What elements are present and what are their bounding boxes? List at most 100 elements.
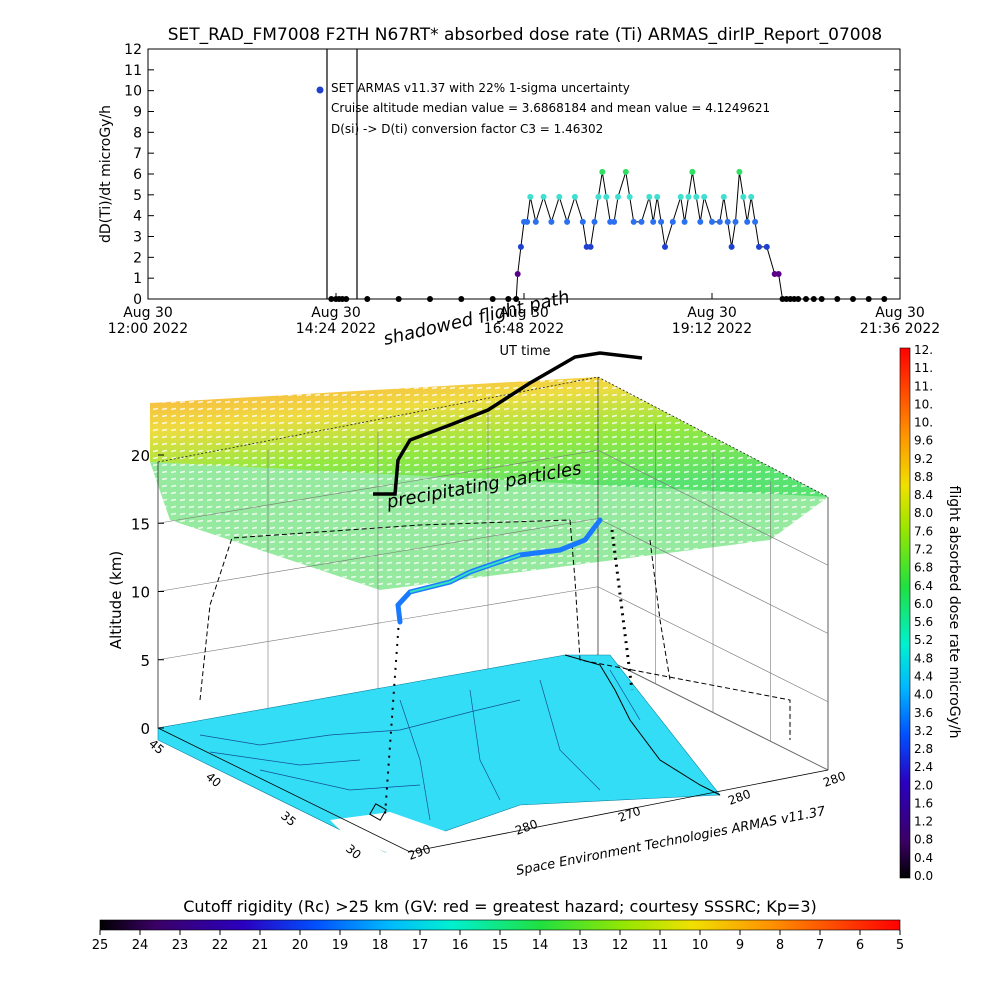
y-tick-label: 11 [124,63,142,79]
data-point [603,193,610,200]
y-tick-label: 9 [133,105,142,121]
dose-colorbar-tick: 1.2 [914,815,933,829]
data-point [328,296,335,302]
data-point [395,296,402,302]
data-point [756,243,762,250]
data-point [748,193,755,200]
y-tick-label: 8 [133,125,142,141]
data-point [564,218,571,225]
data-point [752,218,759,225]
data-point [626,193,633,200]
rigidity-tick-label: 11 [652,938,669,953]
rigidity-tick-label: 22 [212,938,229,953]
dose-colorbar-tick: 8.8 [914,470,933,484]
dose-colorbar-tick: 0.0 [914,869,933,883]
wall-shadow-left [199,519,571,701]
x-tick-label: Aug 30 [687,305,737,321]
data-point [740,193,747,200]
map-coastline [564,654,721,796]
dose-colorbar-tick: 5.2 [914,633,933,647]
data-point [677,193,684,200]
rigidity-tick-label: 24 [132,938,149,953]
y-tick-label: 6 [133,167,142,183]
altitude-tick-label: 15 [131,515,150,533]
data-point [662,243,668,250]
data-point [513,296,520,302]
rigidity-tick-label: 5 [896,938,904,953]
data-point [803,296,809,302]
dose-colorbar-tick: 0.4 [914,851,933,865]
data-point [818,296,825,302]
altitude-ticks: 0 5 10 15 20 [131,447,164,738]
data-point [427,296,433,302]
dose-colorbar-tick: 1.6 [914,796,933,810]
dose-colorbar-tick: 6.0 [914,597,933,611]
rigidity-tick-label: 23 [172,938,189,953]
dose-colorbar-tick: 7.2 [914,543,933,557]
data-point [724,218,731,225]
rigidity-colorbar-title: Cutoff rigidity (Rc) >25 km (GV: red = g… [183,897,817,916]
rigidity-tick-label: 6 [856,938,864,953]
data-point [775,271,782,277]
data-point [517,243,524,250]
data-point [343,296,350,302]
x-tick-label: 16:48 2022 [484,321,564,337]
y-tick-label: 4 [133,209,142,225]
dose-rate-points [328,168,888,302]
dose-colorbar-tick: 6.8 [914,561,933,575]
flight-track-colored-highlight [409,554,521,593]
data-point [658,218,665,225]
dose-colorbar-tick: 3.6 [914,706,933,720]
x-tick-label: 14:24 2022 [296,321,376,337]
data-point [681,218,688,225]
data-point [524,218,531,225]
data-point [646,193,653,200]
rigidity-tick-label: 15 [492,938,509,953]
x-tick-label: Aug 30 [499,305,549,321]
data-point [489,296,496,302]
x-tick-label: 19:12 2022 [672,321,752,337]
lat-tick: 30 [343,842,364,863]
rigidity-tick-label: 17 [412,938,429,953]
rigidity-tick-label: 10 [692,938,709,953]
dose-colorbar-tick: 4.4 [914,669,933,683]
map-gulf-white [330,812,470,852]
dose-colorbar-tick: 6.4 [914,579,933,593]
data-point [458,296,465,302]
dose-colorbar-tick: 5.6 [914,615,933,629]
data-point [599,168,606,175]
ground-map [157,654,721,853]
rigidity-tick-label: 7 [816,938,824,953]
data-point [611,218,618,225]
rigidity-tick-label: 9 [736,938,744,953]
rigidity-colorbar [99,919,901,931]
altitude-label: Altitude (km) [107,551,125,649]
x-tick-label: 12:00 2022 [108,321,188,337]
y-tick-label: 10 [124,84,142,100]
lon-tick: 280 [726,787,752,808]
box-front-edges [157,727,829,853]
rigidity-tick-label: 16 [452,938,469,953]
dose-colorbar-tick: 3.2 [914,724,933,738]
data-point [622,168,629,175]
dose-colorbar-ticks: 0.0 0.4 0.8 1.2 1.6 2.0 2.4 2.8 3.2 3.6 4.0 4.4 4.8 5… [914,343,933,883]
data-point [505,296,512,302]
chart-title: SET_RAD_FM7008 F2TH N67RT* absorbed dose… [168,25,882,45]
data-point [744,218,751,225]
altitude-tick-label: 10 [131,584,150,602]
dose-colorbar-tick: 12. [914,343,933,357]
dose-colorbar-label: flight absorbed dose rate microGy/h [946,486,962,739]
data-point [834,296,841,302]
legend-marker [316,86,324,94]
data-point [615,193,621,200]
dose-colorbar-tick: 10. [914,397,933,411]
annotation-median: Cruise altitude median value = 3.6868184… [331,101,770,115]
drop-line-end [610,529,634,691]
data-point [548,218,555,225]
dose-colorbar-tick: 2.0 [914,778,933,792]
data-point [654,193,661,200]
y-tick-label: 2 [133,250,142,266]
data-point [630,218,637,225]
y-tick-label: 7 [133,146,142,162]
